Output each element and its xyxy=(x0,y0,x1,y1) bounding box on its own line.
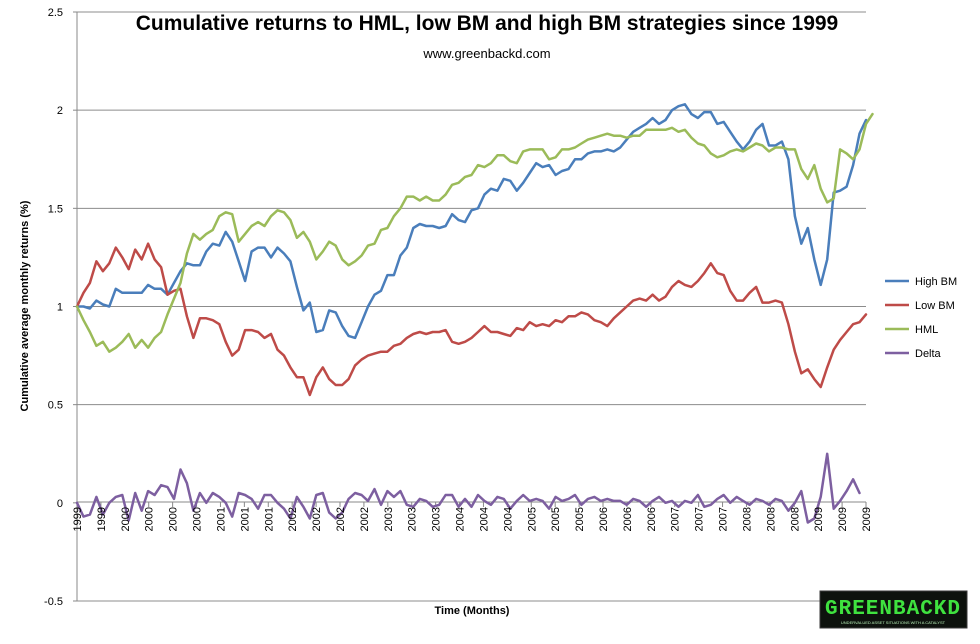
x-tick-label: 2006 xyxy=(622,507,634,531)
x-tick-label: 2000 xyxy=(192,507,204,531)
x-tick-label: 2000 xyxy=(168,507,180,531)
series-line-hml xyxy=(75,112,874,353)
x-tick-label: 1999 xyxy=(72,507,84,531)
x-tick-label: 2006 xyxy=(646,507,658,531)
x-tick-label: 2001 xyxy=(215,507,227,531)
y-axis-label: Cumulative average monthly returns (%) xyxy=(19,200,31,411)
series-line-high-bm xyxy=(75,103,868,340)
x-tick-label: 2004 xyxy=(478,507,490,531)
greenbackd-logo: GREENBACKD UNDERVALUED ASSET SITUATIONS … xyxy=(819,590,968,629)
x-tick-label: 2009 xyxy=(837,507,849,531)
x-tick-label: 2008 xyxy=(765,507,777,531)
x-tick-label: 1999 xyxy=(96,507,108,531)
legend-label-low-bm: Low BM xyxy=(915,300,955,312)
y-tick-label: 2 xyxy=(57,105,63,117)
chart-subtitle: www.greenbackd.com xyxy=(422,46,550,61)
x-tick-label: 2002 xyxy=(359,507,371,531)
x-tick-label: 2009 xyxy=(813,507,825,531)
x-tick-label: 2007 xyxy=(718,507,730,531)
gridlines xyxy=(73,11,866,602)
logo-text: GREENBACKD xyxy=(825,598,961,621)
y-tick-label: 1.5 xyxy=(48,203,63,215)
y-tick-label: 0 xyxy=(57,498,63,510)
x-tick-label: 2006 xyxy=(598,507,610,531)
y-tick-label: 2.5 xyxy=(48,7,63,19)
x-tick-label: 2002 xyxy=(311,507,323,531)
x-tick-label: 2005 xyxy=(574,507,586,531)
x-tick-label: 2004 xyxy=(502,507,514,531)
x-tick-label: 2003 xyxy=(383,507,395,531)
x-tick-label: 2003 xyxy=(431,507,443,531)
x-tick-label: 2005 xyxy=(550,507,562,531)
logo-background xyxy=(819,590,968,629)
legend: High BM Low BM HML Delta xyxy=(885,276,957,360)
x-tick-label: 2001 xyxy=(263,507,275,531)
x-tick-label: 2007 xyxy=(694,507,706,531)
chart-title: Cumulative returns to HML, low BM and hi… xyxy=(136,12,838,35)
y-tick-label: -0.5 xyxy=(44,596,63,608)
x-tick-label: 2000 xyxy=(120,507,132,531)
y-tick-label: 1 xyxy=(57,302,63,314)
y-tick-labels: 2.5 2 1.5 1 0.5 0 -0.5 xyxy=(44,7,63,608)
series-line-low-bm xyxy=(75,242,868,397)
x-tick-label: 2001 xyxy=(239,507,251,531)
logo-tagline: UNDERVALUED ASSET SITUATIONS WITH A CATA… xyxy=(841,620,946,625)
x-tick-label: 2008 xyxy=(789,507,801,531)
legend-label-delta: Delta xyxy=(915,348,942,360)
x-axis-label: Time (Months) xyxy=(435,605,510,617)
x-tick-label: 2003 xyxy=(407,507,419,531)
x-tick-label: 2008 xyxy=(741,507,753,531)
series-lines xyxy=(75,103,874,524)
y-tick-label: 0.5 xyxy=(48,400,63,412)
x-tick-label: 2004 xyxy=(455,507,467,531)
x-tick-label: 2000 xyxy=(144,507,156,531)
legend-label-hml: HML xyxy=(915,324,938,336)
legend-label-high-bm: High BM xyxy=(915,276,957,288)
x-tick-label: 2007 xyxy=(670,507,682,531)
x-tick-label: 2005 xyxy=(526,507,538,531)
x-tick-label: 2002 xyxy=(287,507,299,531)
x-tick-label: 2002 xyxy=(335,507,347,531)
x-tick-label: 2009 xyxy=(861,507,873,531)
series-line-delta xyxy=(75,452,861,524)
x-tick-labels: 1999 1999 2000 2000 2000 2000 2001 2001 2001 2002… xyxy=(72,507,873,531)
